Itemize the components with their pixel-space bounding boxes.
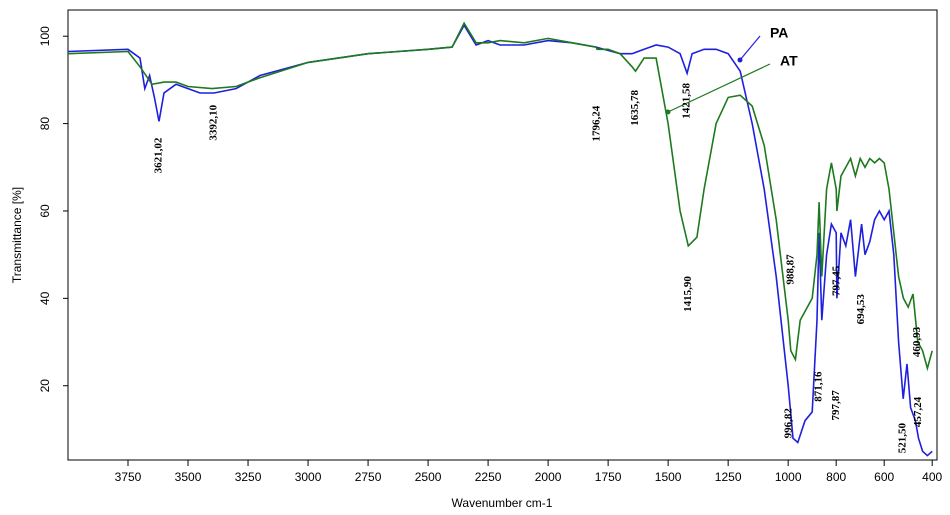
- peak-label: 1796,24: [591, 105, 603, 141]
- x-tick-label: 2750: [355, 470, 382, 484]
- spectrum-line: [67, 21, 933, 372]
- y-tick-label: 20: [38, 379, 52, 393]
- x-tick-label: 2000: [535, 470, 562, 484]
- peak-label: 460,93: [911, 326, 923, 357]
- x-tick-label: 3000: [295, 470, 322, 484]
- peak-label: 797,87: [830, 390, 842, 421]
- peak-label: 871,16: [813, 371, 825, 402]
- x-tick-label: 1000: [775, 470, 802, 484]
- peak-label: 996,82: [782, 408, 794, 439]
- peak-label: 457,24: [912, 396, 924, 427]
- x-tick-label: 400: [922, 470, 942, 484]
- series-pointer-head: [737, 57, 743, 63]
- x-tick-label: 800: [826, 470, 846, 484]
- y-axis-label: Transmittance [%]: [10, 187, 24, 283]
- series-pointer: [667, 63, 771, 113]
- x-tick-label: 2500: [415, 470, 442, 484]
- plot-frame: [67, 9, 938, 461]
- peak-label: 1421,58: [680, 82, 692, 118]
- series-name: AT: [780, 53, 798, 69]
- x-tick-label: 3250: [235, 470, 262, 484]
- peak-label: 3392,10: [207, 104, 219, 140]
- peak-label: 521,50: [897, 423, 909, 454]
- x-tick-label: 2250: [475, 470, 502, 484]
- y-tick-label: 60: [38, 204, 52, 218]
- x-tick-label: 1750: [595, 470, 622, 484]
- y-tick-label: 40: [38, 291, 52, 305]
- x-tick-label: 1250: [715, 470, 742, 484]
- peak-label: 694,53: [855, 294, 867, 325]
- x-tick-label: 3750: [115, 470, 142, 484]
- series-pointer: [739, 35, 761, 61]
- peak-label: 1635,78: [629, 89, 641, 125]
- peak-label: 3621,02: [153, 137, 165, 173]
- x-tick-label: 3500: [175, 470, 202, 484]
- x-axis-label: Wavenumber cm-1: [452, 496, 553, 510]
- series-pointer-head: [665, 109, 671, 115]
- y-tick-label: 80: [38, 117, 52, 131]
- x-tick-label: 600: [874, 470, 894, 484]
- peak-label: 797,45: [830, 265, 842, 296]
- series-name: PA: [770, 25, 788, 41]
- x-tick-label: 1500: [655, 470, 682, 484]
- spectrum-line: [67, 23, 933, 457]
- y-tick-label: 100: [38, 26, 52, 46]
- peak-label: 988,87: [784, 254, 796, 285]
- peak-label: 1415,90: [682, 276, 694, 312]
